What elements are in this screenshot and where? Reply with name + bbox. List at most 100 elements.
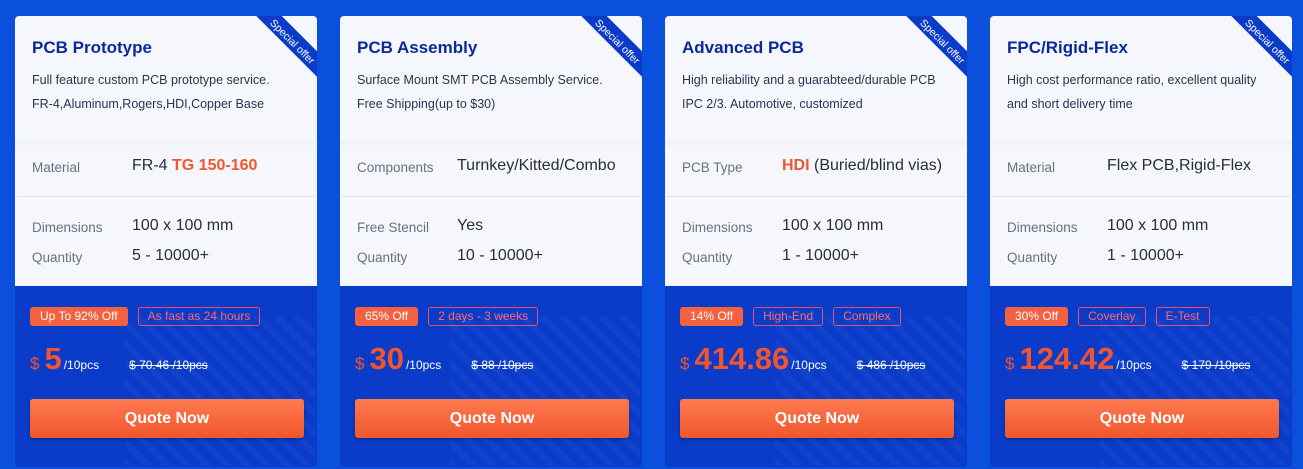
price: $5/10pcs bbox=[30, 341, 99, 377]
original-price: $ 486 /10pcs bbox=[856, 358, 926, 372]
tag: High-End bbox=[753, 307, 824, 326]
spec-row: Dimensions 100 x 100 mm bbox=[32, 217, 233, 235]
pcb-background-image bbox=[125, 316, 315, 466]
price-unit: /10pcs bbox=[63, 358, 100, 372]
spec-value-rest: (Buried/blind vias) bbox=[809, 157, 943, 174]
desc-line: Full feature custom PCB prototype servic… bbox=[32, 73, 270, 87]
spec-row: PCB Type HDI (Buried/blind vias) bbox=[682, 157, 942, 175]
spec-value-text: Flex PCB,Rigid-Flex bbox=[1107, 157, 1252, 174]
spec-label: Dimensions bbox=[32, 220, 103, 235]
currency: $ bbox=[355, 354, 365, 373]
currency: $ bbox=[30, 354, 40, 373]
card-info: PCB Assembly Surface Mount SMT PCB Assem… bbox=[340, 16, 642, 286]
desc-line: Surface Mount SMT PCB Assembly Service. bbox=[357, 73, 603, 87]
price: $30/10pcs bbox=[355, 341, 441, 377]
tag: 30% Off bbox=[1005, 307, 1069, 326]
pcb-background-image bbox=[450, 316, 640, 466]
desc-line: and short delivery time bbox=[1007, 97, 1133, 111]
quote-now-button[interactable]: Quote Now bbox=[680, 399, 954, 438]
desc-line: Free Shipping(up to $30) bbox=[357, 97, 496, 111]
original-price: $ 70.46 /10pcs bbox=[129, 358, 208, 372]
quote-now-button[interactable]: Quote Now bbox=[30, 399, 304, 438]
spec-value: HDI (Buried/blind vias) bbox=[782, 157, 942, 175]
product-card: PCB Prototype Full feature custom PCB pr… bbox=[15, 16, 317, 467]
card-title[interactable]: FPC/Rigid-Flex bbox=[1007, 38, 1128, 57]
tag: E-Test bbox=[1155, 307, 1210, 326]
spec-label: Quantity bbox=[1007, 250, 1058, 265]
spec-row: Quantity 1 - 10000+ bbox=[682, 247, 859, 265]
price-amount: 5 bbox=[44, 341, 62, 376]
card-description: High reliability and a guarabteed/durabl… bbox=[682, 68, 936, 116]
tag-list: Up To 92% Off As fast as 24 hours bbox=[30, 307, 261, 326]
spec-label: PCB Type bbox=[682, 160, 743, 175]
desc-line: IPC 2/3. Automotive, customized bbox=[682, 97, 863, 111]
card-info: FPC/Rigid-Flex High cost performance rat… bbox=[990, 16, 1292, 286]
tag-list: 14% Off High-End Complex bbox=[680, 307, 901, 326]
spec-label: Dimensions bbox=[682, 220, 753, 235]
spec-row: Quantity 5 - 10000+ bbox=[32, 247, 209, 265]
spec-label: Components bbox=[357, 160, 434, 175]
desc-line: FR-4,Aluminum,Rogers,HDI,Copper Base bbox=[32, 97, 265, 111]
price-unit: /10pcs bbox=[405, 358, 442, 372]
card-title[interactable]: PCB Prototype bbox=[32, 38, 152, 57]
tag: 65% Off bbox=[355, 307, 419, 326]
currency: $ bbox=[680, 354, 690, 373]
price-line: $124.42/10pcs $ 179 /10pcs bbox=[1005, 341, 1250, 377]
price: $414.86/10pcs bbox=[680, 341, 827, 377]
spec-value-text: Turnkey/Kitted/Combo bbox=[457, 157, 616, 174]
card-description: Surface Mount SMT PCB Assembly Service. F… bbox=[357, 68, 603, 116]
currency: $ bbox=[1005, 354, 1015, 373]
tag: As fast as 24 hours bbox=[137, 307, 261, 326]
spec-row: Free Stencil Yes bbox=[357, 217, 483, 235]
spec-highlight: HDI bbox=[782, 157, 810, 174]
desc-line: High reliability and a guarabteed/durabl… bbox=[682, 73, 936, 87]
divider bbox=[17, 196, 315, 197]
spec-row: Quantity 1 - 10000+ bbox=[1007, 247, 1184, 265]
spec-value: 100 x 100 mm bbox=[132, 217, 234, 234]
tag: Coverlay bbox=[1078, 307, 1146, 326]
price-line: $30/10pcs $ 88 /10pcs bbox=[355, 341, 533, 377]
card-description: High cost performance ratio, excellent q… bbox=[1007, 68, 1256, 116]
price-amount: 30 bbox=[369, 341, 404, 376]
quote-now-button[interactable]: Quote Now bbox=[1005, 399, 1279, 438]
price-amount: 124.42 bbox=[1019, 341, 1115, 376]
spec-value: 10 - 10000+ bbox=[457, 247, 543, 264]
product-card: Advanced PCB High reliability and a guar… bbox=[665, 16, 967, 467]
tag: Up To 92% Off bbox=[30, 307, 128, 326]
tag: 14% Off bbox=[680, 307, 744, 326]
original-price: $ 88 /10pcs bbox=[471, 358, 534, 372]
quote-now-button[interactable]: Quote Now bbox=[355, 399, 629, 438]
tag: Complex bbox=[833, 307, 901, 326]
spec-value: 5 - 10000+ bbox=[132, 247, 209, 264]
pcb-background-image bbox=[1100, 316, 1290, 466]
product-card: FPC/Rigid-Flex High cost performance rat… bbox=[990, 16, 1292, 467]
divider bbox=[992, 196, 1290, 197]
spec-label: Material bbox=[32, 160, 81, 175]
spec-value: 100 x 100 mm bbox=[1107, 217, 1209, 234]
original-price: $ 179 /10pcs bbox=[1181, 358, 1251, 372]
spec-label: Quantity bbox=[357, 250, 408, 265]
spec-value: 100 x 100 mm bbox=[782, 217, 884, 234]
spec-value: Turnkey/Kitted/Combo bbox=[457, 157, 616, 175]
card-description: Full feature custom PCB prototype servic… bbox=[32, 68, 270, 116]
spec-value: Flex PCB,Rigid-Flex bbox=[1107, 157, 1251, 175]
spec-value: Yes bbox=[457, 217, 484, 234]
tag-list: 30% Off Coverlay E-Test bbox=[1005, 307, 1210, 326]
card-info: Advanced PCB High reliability and a guar… bbox=[665, 16, 967, 286]
card-info: PCB Prototype Full feature custom PCB pr… bbox=[15, 16, 317, 286]
divider bbox=[665, 140, 967, 148]
spec-value: FR-4 TG 150-160 bbox=[132, 157, 257, 175]
spec-value-text: FR-4 bbox=[132, 157, 172, 174]
spec-row: Dimensions 100 x 100 mm bbox=[682, 217, 883, 235]
product-card: PCB Assembly Surface Mount SMT PCB Assem… bbox=[340, 16, 642, 467]
card-title[interactable]: PCB Assembly bbox=[357, 38, 478, 57]
spec-label: Quantity bbox=[32, 250, 83, 265]
price-line: $414.86/10pcs $ 486 /10pcs bbox=[680, 341, 925, 377]
divider bbox=[667, 196, 965, 197]
spec-highlight: TG 150-160 bbox=[172, 157, 258, 174]
divider bbox=[342, 196, 640, 197]
card-title[interactable]: Advanced PCB bbox=[682, 38, 804, 57]
divider bbox=[340, 140, 642, 148]
spec-row: Material Flex PCB,Rigid-Flex bbox=[1007, 157, 1251, 175]
divider bbox=[990, 140, 1292, 148]
